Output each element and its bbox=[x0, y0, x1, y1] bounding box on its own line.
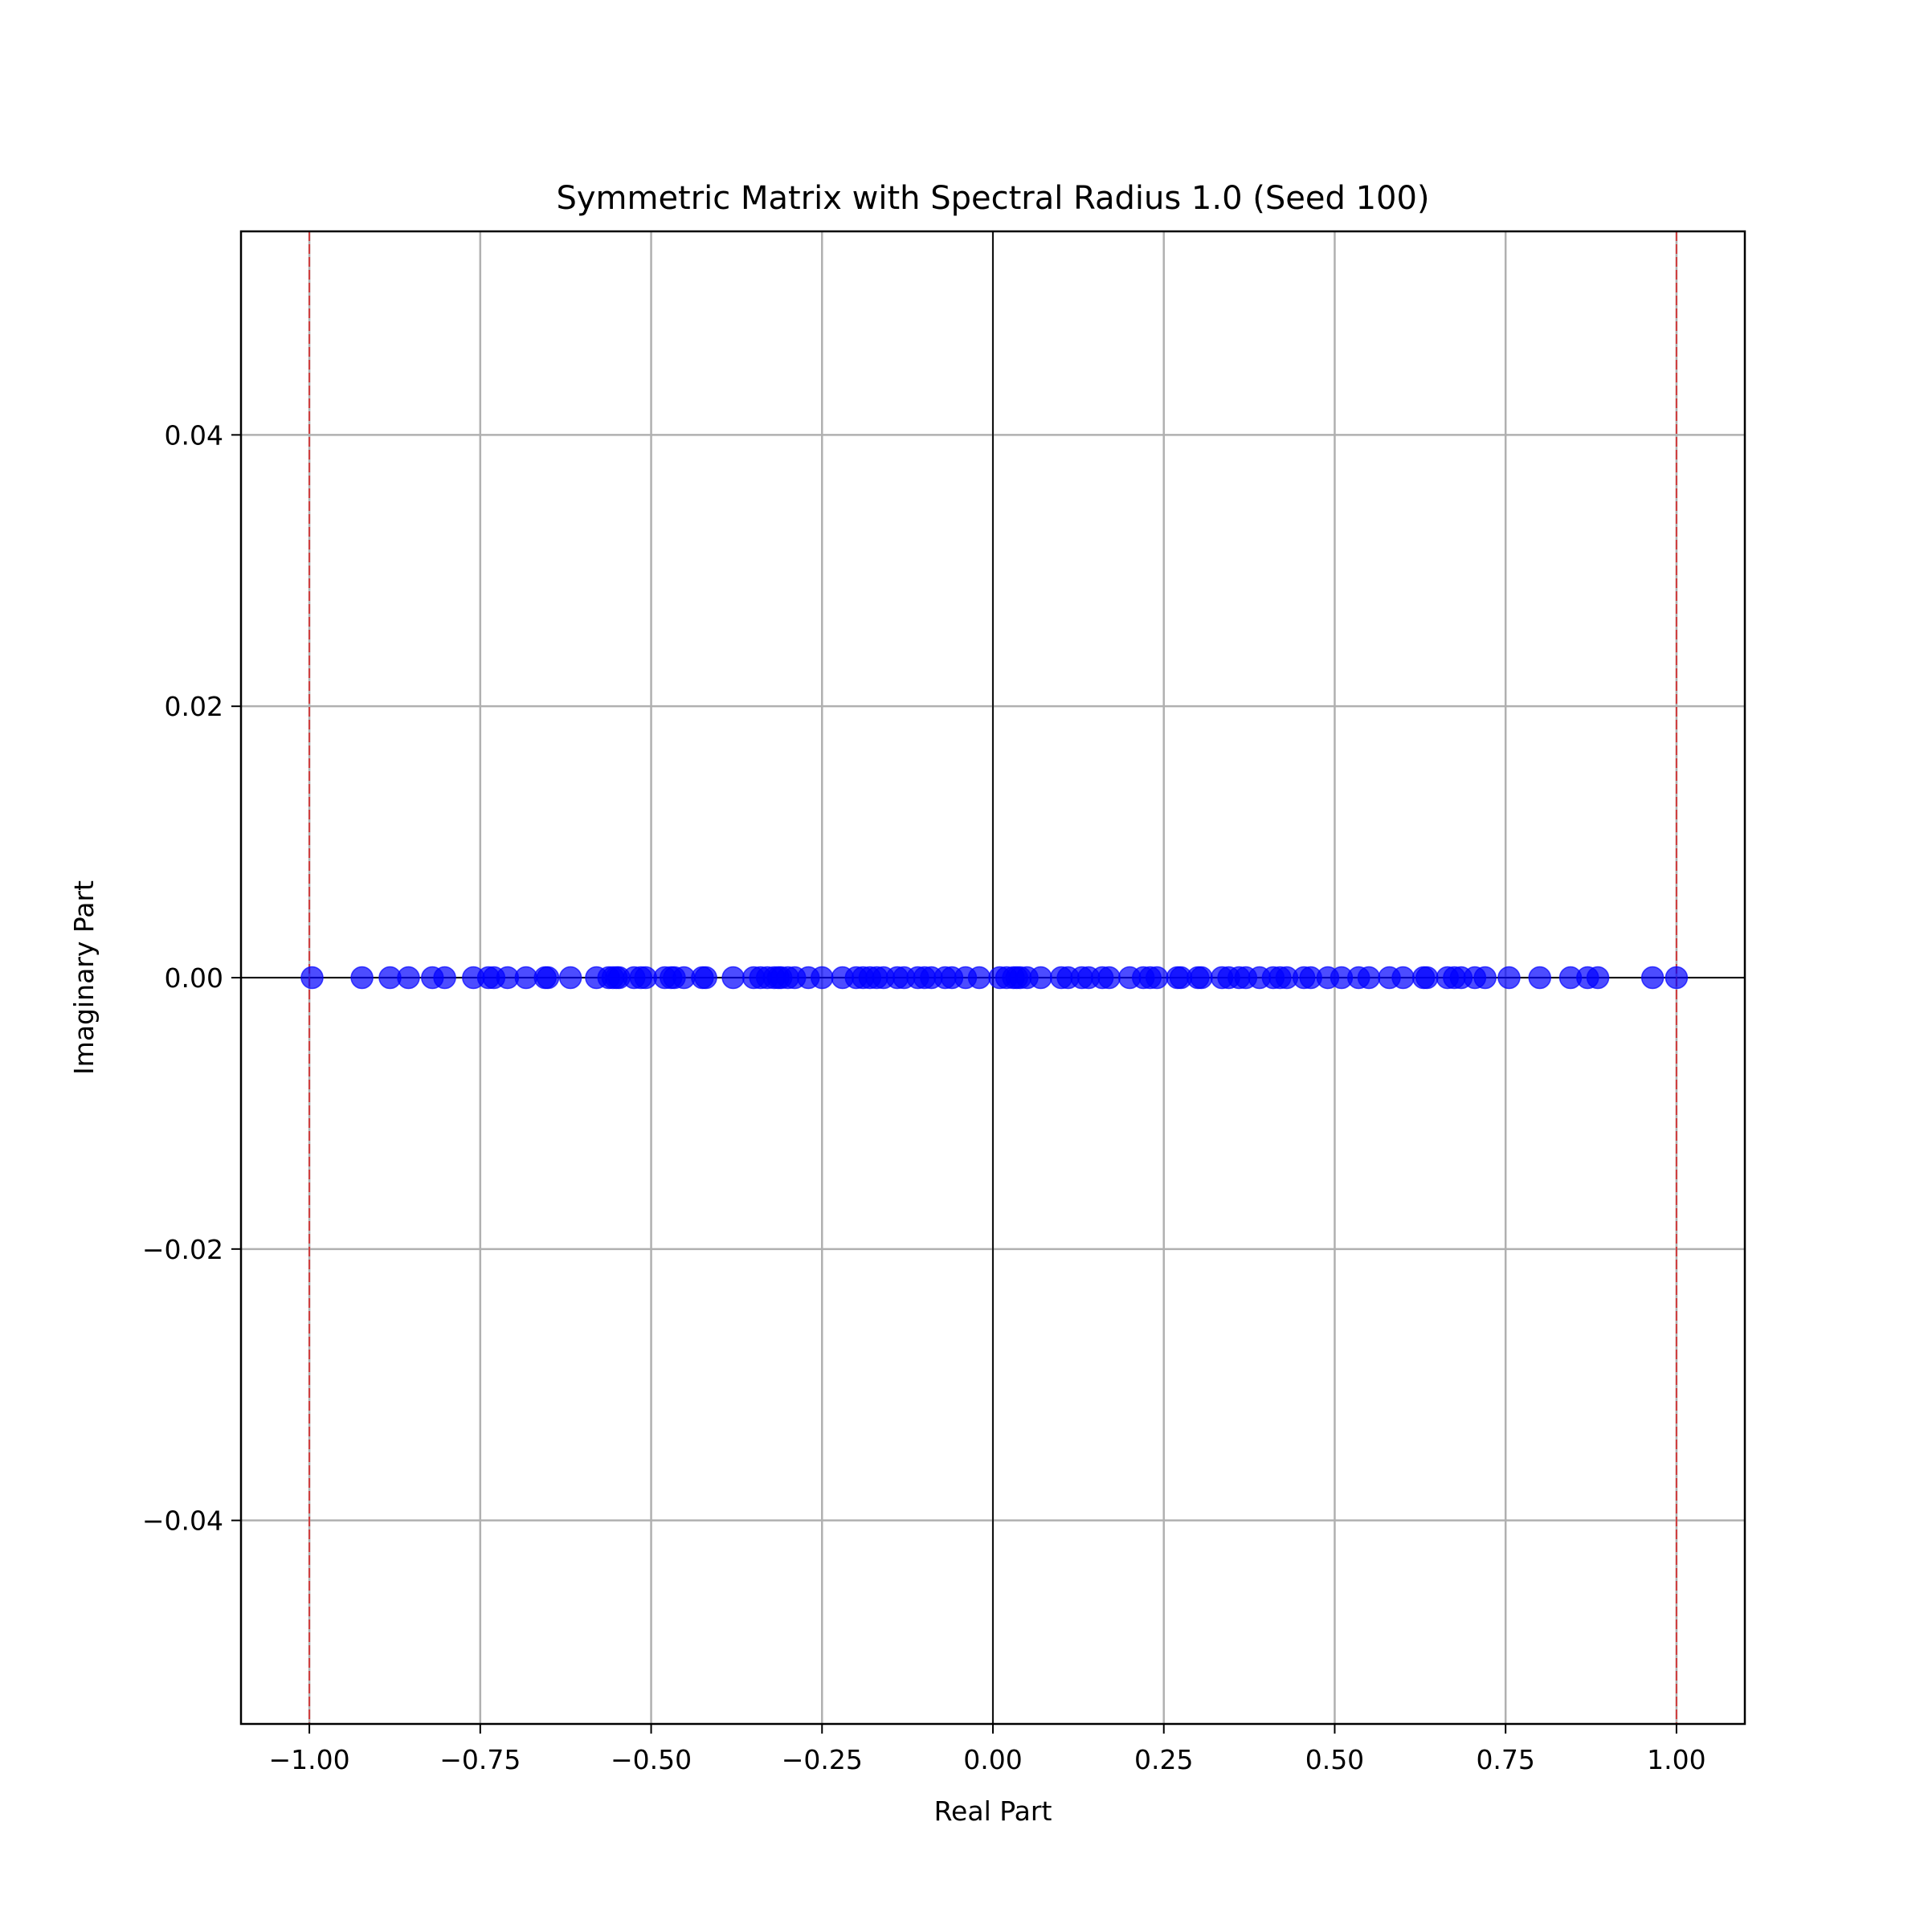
eigenvalue-point bbox=[1473, 966, 1497, 990]
x-tick-label: −0.75 bbox=[439, 1744, 521, 1775]
x-axis-label: Real Part bbox=[934, 1795, 1052, 1827]
x-tick-label: 0.50 bbox=[1305, 1744, 1364, 1775]
eigenvalue-point bbox=[811, 966, 834, 990]
x-tick-label: −0.50 bbox=[611, 1744, 692, 1775]
eigenvalue-point bbox=[1586, 966, 1610, 990]
eigenvalue-point bbox=[694, 966, 717, 990]
eigenvalue-point bbox=[397, 966, 420, 990]
eigenvalue-point bbox=[433, 966, 456, 990]
eigenvalue-point bbox=[1497, 966, 1521, 990]
eigenvalue-point bbox=[1640, 966, 1665, 990]
eigenvalue-point bbox=[1391, 966, 1415, 990]
data-points bbox=[300, 966, 1689, 990]
y-tick-label: 0.00 bbox=[165, 962, 223, 994]
eigenvalue-point bbox=[1190, 966, 1213, 990]
eigenvalue-point bbox=[1528, 966, 1551, 990]
y-tick-label: −0.04 bbox=[142, 1505, 223, 1537]
axis-ticks: −1.00 −0.75 −0.50 −0.25 0.00 0.25 0.50 0.75 1.00… bbox=[142, 419, 1706, 1775]
x-tick-label: 0.75 bbox=[1476, 1744, 1534, 1775]
x-tick-label: 1.00 bbox=[1647, 1744, 1705, 1775]
chart-title: Symmetric Matrix with Spectral Radius 1.… bbox=[556, 180, 1429, 217]
y-tick-label: −0.02 bbox=[142, 1234, 223, 1265]
y-axis-label: Imaginary Part bbox=[68, 880, 100, 1075]
eigenvalue-point bbox=[536, 966, 560, 990]
x-tick-label: 0.00 bbox=[963, 1744, 1022, 1775]
eigenvalue-point bbox=[1029, 966, 1052, 990]
eigenvalue-point bbox=[721, 966, 745, 990]
eigenvalue-point bbox=[300, 966, 324, 990]
eigenvalue-point bbox=[558, 966, 582, 990]
eigenvalue-point bbox=[1415, 966, 1439, 990]
eigenvalue-point bbox=[1357, 966, 1381, 990]
eigenvalue-point bbox=[1145, 966, 1169, 990]
eigenvalue-point bbox=[514, 966, 538, 990]
x-tick-label: −0.25 bbox=[782, 1744, 863, 1775]
y-tick-label: 0.02 bbox=[165, 691, 223, 722]
x-tick-label: 0.25 bbox=[1134, 1744, 1193, 1775]
eigenvalue-point bbox=[967, 966, 991, 990]
eigenvalue-point bbox=[1097, 966, 1121, 990]
x-tick-label: −1.00 bbox=[269, 1744, 350, 1775]
eigenvalue-point bbox=[634, 966, 657, 990]
eigenvalue-point bbox=[1665, 966, 1689, 990]
y-tick-label: 0.04 bbox=[165, 419, 223, 451]
eigenvalue-point bbox=[350, 966, 374, 990]
